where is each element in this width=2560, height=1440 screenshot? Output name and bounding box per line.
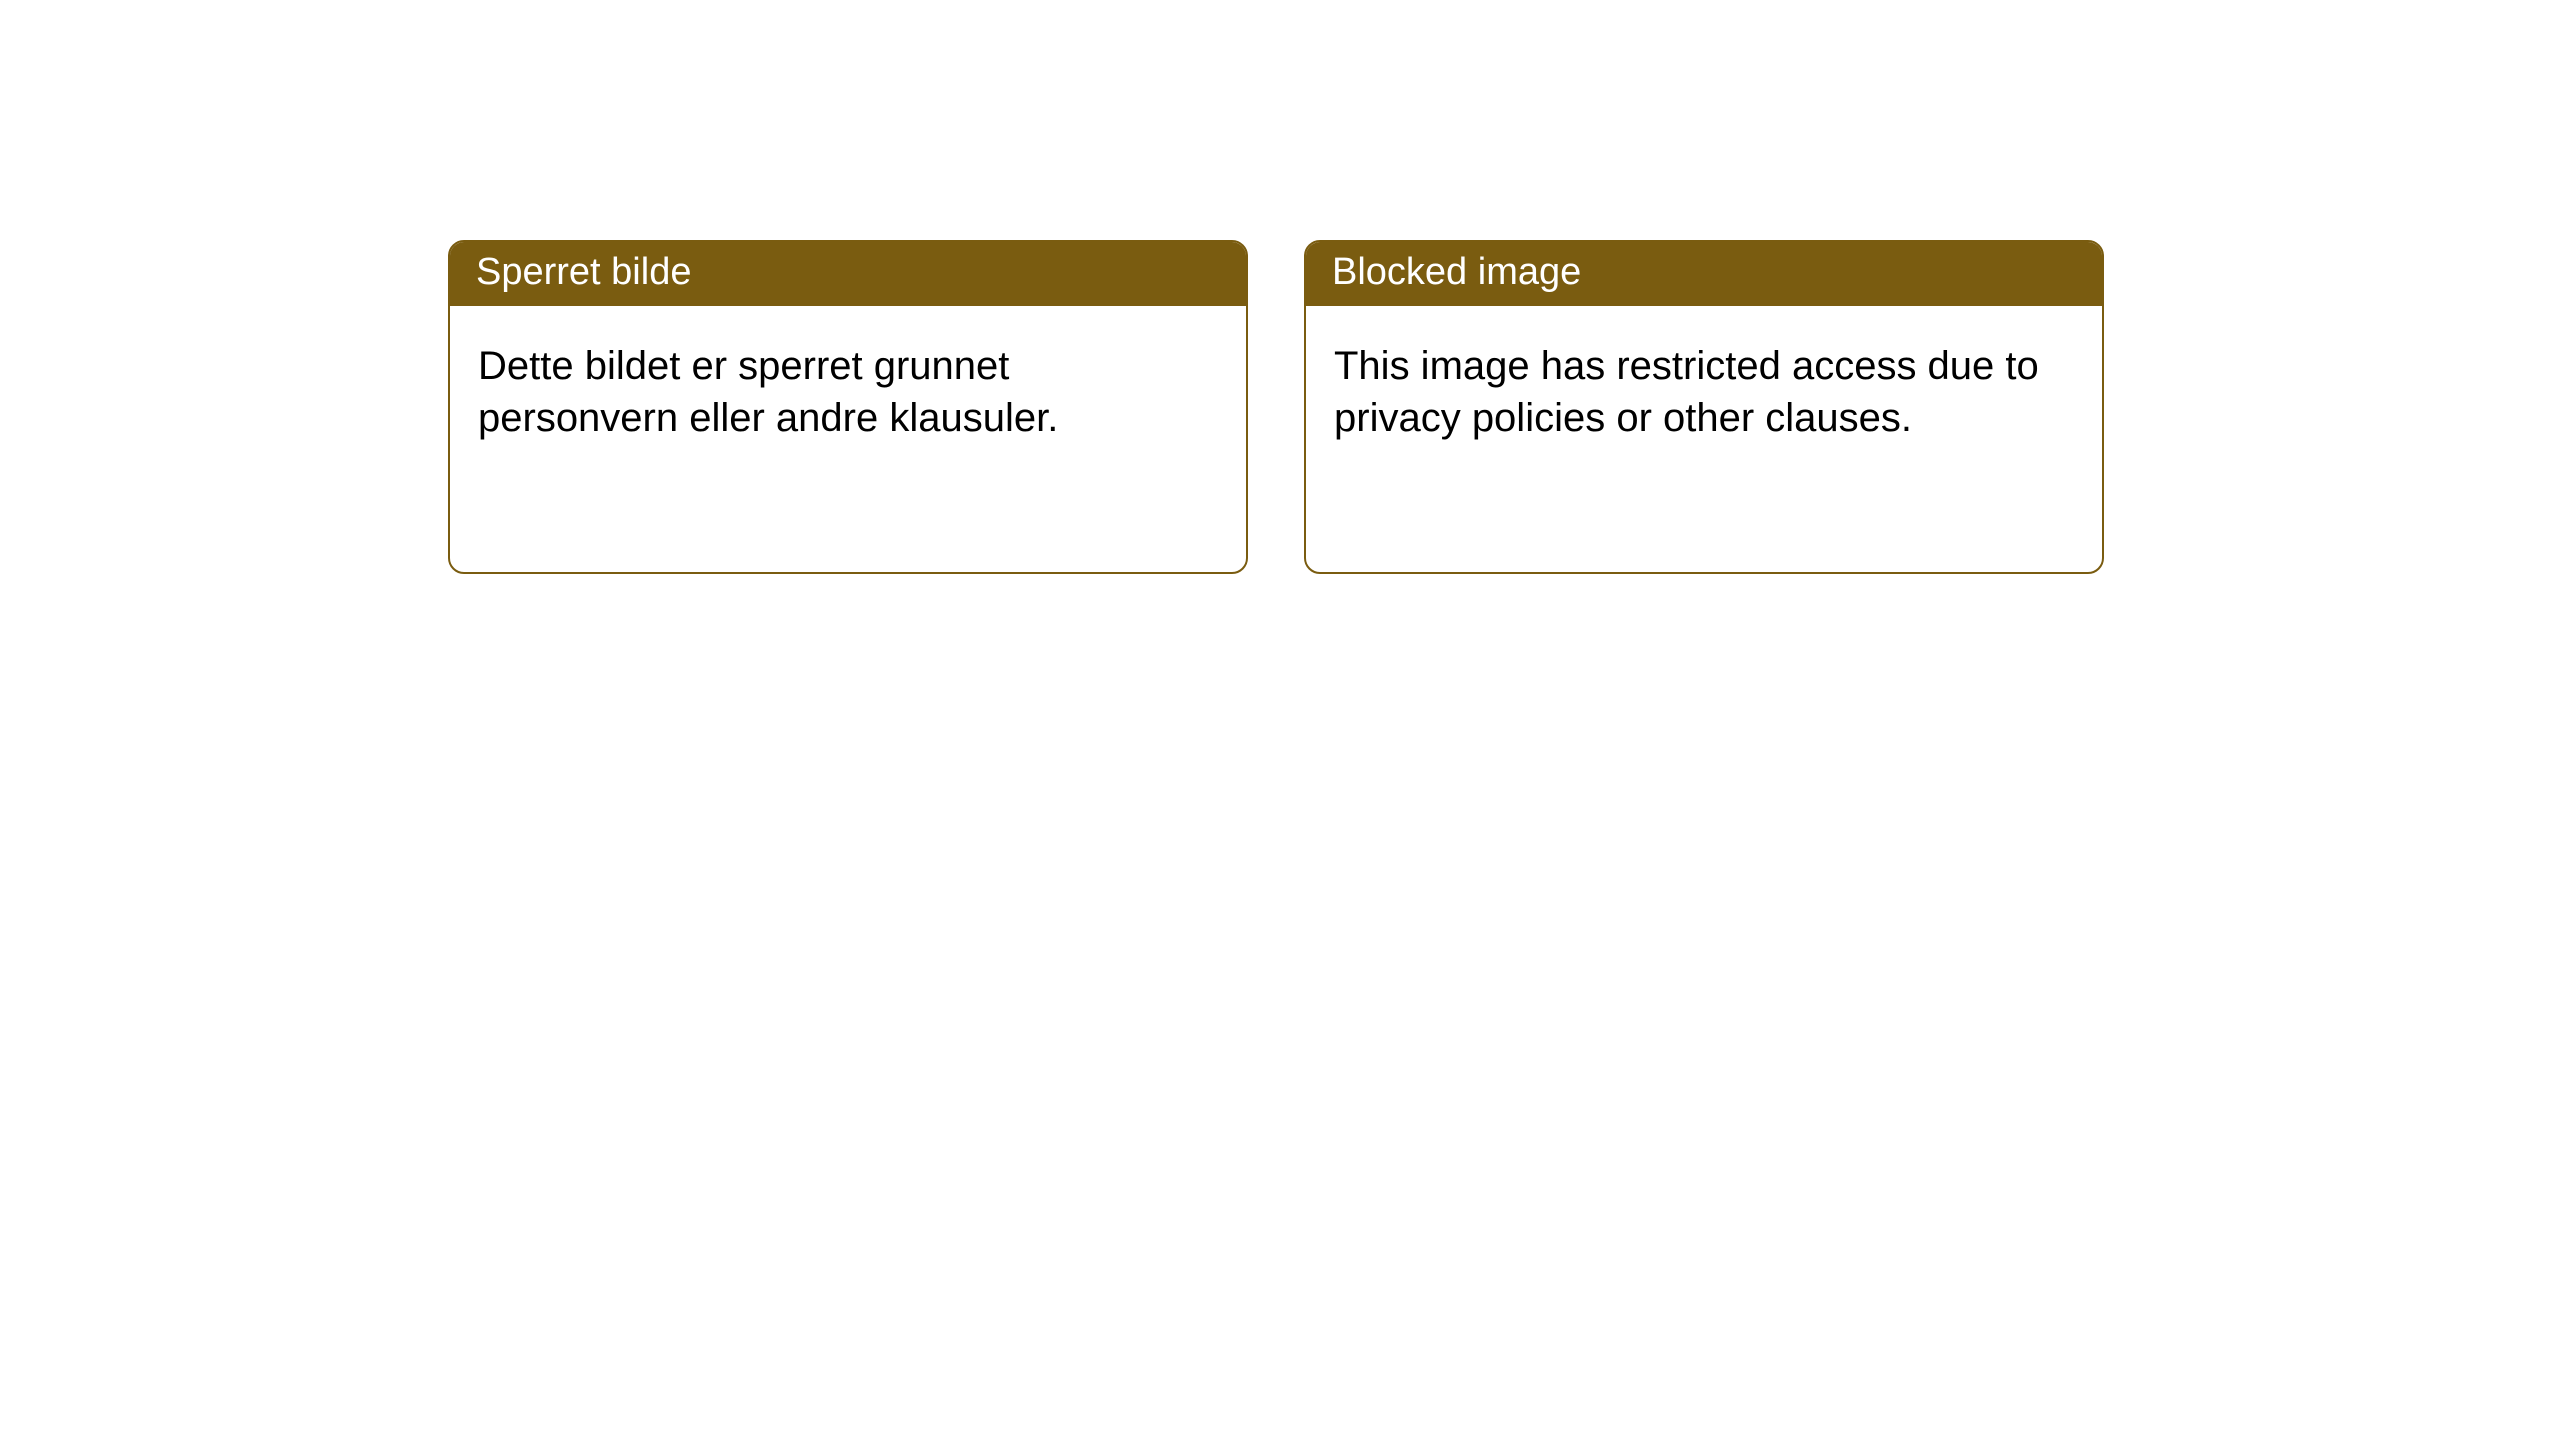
notice-body: Dette bildet er sperret grunnet personve… [450,306,1246,478]
notice-header: Blocked image [1306,242,2102,306]
notice-card-english: Blocked image This image has restricted … [1304,240,2104,574]
notice-container: Sperret bilde Dette bildet er sperret gr… [0,0,2560,574]
notice-body: This image has restricted access due to … [1306,306,2102,478]
notice-card-norwegian: Sperret bilde Dette bildet er sperret gr… [448,240,1248,574]
notice-header: Sperret bilde [450,242,1246,306]
